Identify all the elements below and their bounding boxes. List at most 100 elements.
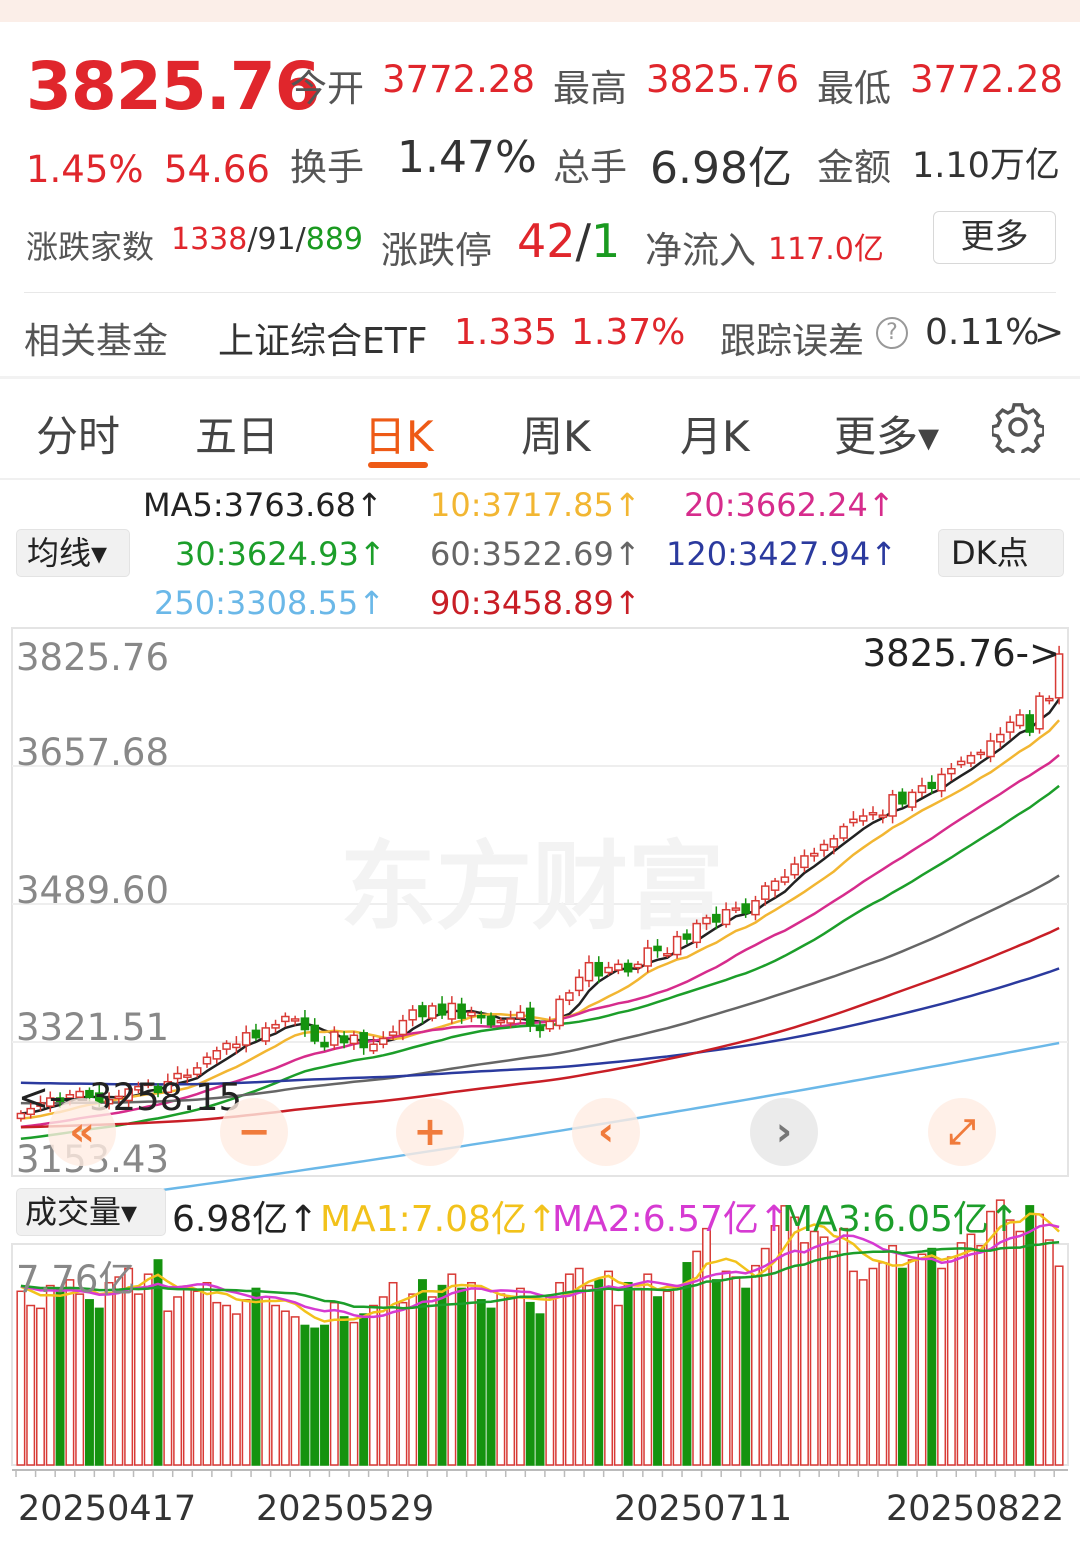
volume-bar [780, 1205, 790, 1466]
volume-bar [143, 1273, 153, 1466]
volume-bar [966, 1233, 976, 1466]
rewind-button[interactable]: « [48, 1098, 116, 1166]
double-chevron-left-icon: « [69, 1109, 95, 1155]
candle [134, 1085, 143, 1091]
ma30-legend: 30:3624.93↑ [175, 535, 386, 573]
ma20-legend: 20:3662.24↑ [684, 486, 895, 524]
volume-bar [506, 1296, 516, 1466]
candle [457, 1003, 466, 1019]
high-label: 最高 [553, 67, 627, 110]
volume-selector[interactable]: 成交量▾ [16, 1188, 166, 1236]
ma120-line [20, 967, 1060, 1086]
ma-selector[interactable]: 均线▾ [16, 529, 130, 577]
candle [124, 1088, 133, 1102]
candle [202, 1056, 212, 1065]
candle [555, 998, 564, 1027]
volume-bar [466, 1281, 476, 1466]
breadth-down: 889 [305, 222, 364, 257]
candle [663, 953, 672, 957]
candle [506, 1018, 515, 1024]
fund-price: 1.335 [454, 312, 558, 353]
volume-bar [1015, 1230, 1025, 1466]
pan-right-button[interactable]: › [750, 1098, 818, 1166]
volume-bar [917, 1253, 927, 1466]
candle [437, 1003, 447, 1016]
candle [633, 963, 643, 969]
candle [241, 1032, 251, 1046]
fund-change-pct: 1.37% [571, 312, 686, 353]
candle [232, 1043, 241, 1049]
volume-bar [153, 1259, 163, 1466]
more-button[interactable]: 更多 [933, 211, 1056, 264]
chevron-right-icon: › [775, 1109, 793, 1155]
volume-bar [829, 1250, 839, 1466]
breadth-flat: /91/ [247, 222, 306, 257]
candle [65, 1094, 75, 1099]
candle [290, 1018, 300, 1022]
candle [947, 767, 956, 775]
candle [36, 1102, 45, 1107]
y-axis-label: 3321.51 [16, 1006, 169, 1049]
volume-bar [711, 1279, 721, 1466]
candle [143, 1082, 153, 1087]
tab-more[interactable]: 更多▾ [834, 412, 940, 461]
tab-intraday[interactable]: 分时 [36, 412, 121, 461]
volume-bar [790, 1216, 800, 1466]
candle [819, 843, 829, 851]
dk-point-button[interactable]: DK点 [938, 529, 1064, 577]
volume-value: 6.98亿 [650, 143, 792, 194]
volume-bar [75, 1293, 85, 1466]
volume-bar [241, 1299, 251, 1466]
volume-ma3: MA3:6.05亿↑ [782, 1199, 1020, 1240]
candle [800, 855, 809, 869]
info-icon[interactable]: ? [876, 317, 908, 349]
tab-monthly-k[interactable]: 月K [680, 412, 750, 461]
candle [516, 1011, 525, 1019]
tab-daily-k[interactable]: 日K [364, 412, 434, 461]
tab-weekly-k[interactable]: 周K [521, 412, 591, 461]
candle [702, 917, 711, 925]
candle [1054, 653, 1064, 699]
candle [898, 791, 907, 805]
volume-bar [897, 1267, 907, 1466]
chevron-right-icon[interactable]: > [1034, 312, 1065, 353]
pan-left-button[interactable]: ‹ [572, 1098, 640, 1166]
candle [388, 1031, 398, 1037]
volume-bar [1054, 1265, 1064, 1466]
candle [986, 740, 995, 758]
inflow-label: 净流入 [645, 229, 756, 272]
volume-bar [682, 1262, 692, 1466]
volume-bar [995, 1199, 1005, 1466]
candle [398, 1019, 408, 1036]
candle [731, 907, 741, 911]
volume-bar [751, 1264, 760, 1466]
ma90-line [20, 926, 1060, 1129]
volume-bar [231, 1313, 241, 1466]
candle [153, 1085, 163, 1094]
tab-five-day[interactable]: 五日 [195, 412, 280, 461]
fullscreen-button[interactable]: ⤢ [928, 1098, 996, 1166]
volume-bar [271, 1304, 281, 1466]
candle [339, 1035, 349, 1044]
candle [1025, 714, 1034, 733]
volume-bar [1035, 1213, 1044, 1466]
volume-bar [574, 1267, 584, 1466]
zoom-out-button[interactable]: − [220, 1098, 288, 1166]
gear-icon[interactable] [992, 401, 1044, 453]
ma5-legend: MA5:3763.68↑ [143, 486, 383, 524]
volume-bar [1025, 1205, 1035, 1466]
candle [114, 1095, 124, 1100]
volume-bar [182, 1287, 192, 1466]
volume-bar [408, 1293, 418, 1466]
y-axis-label: 3489.60 [16, 869, 169, 912]
last-price: 3825.76 [26, 48, 321, 125]
tracking-value[interactable]: 0.11% [925, 312, 1040, 353]
volume-bar [672, 1284, 682, 1466]
change-amount: 54.66 [164, 148, 270, 191]
fund-name[interactable]: 上证综合ETF [218, 321, 428, 362]
volume-bar [741, 1287, 751, 1466]
candle [330, 1031, 339, 1046]
volume-bar [760, 1247, 770, 1466]
zoom-in-button[interactable]: + [396, 1098, 464, 1166]
